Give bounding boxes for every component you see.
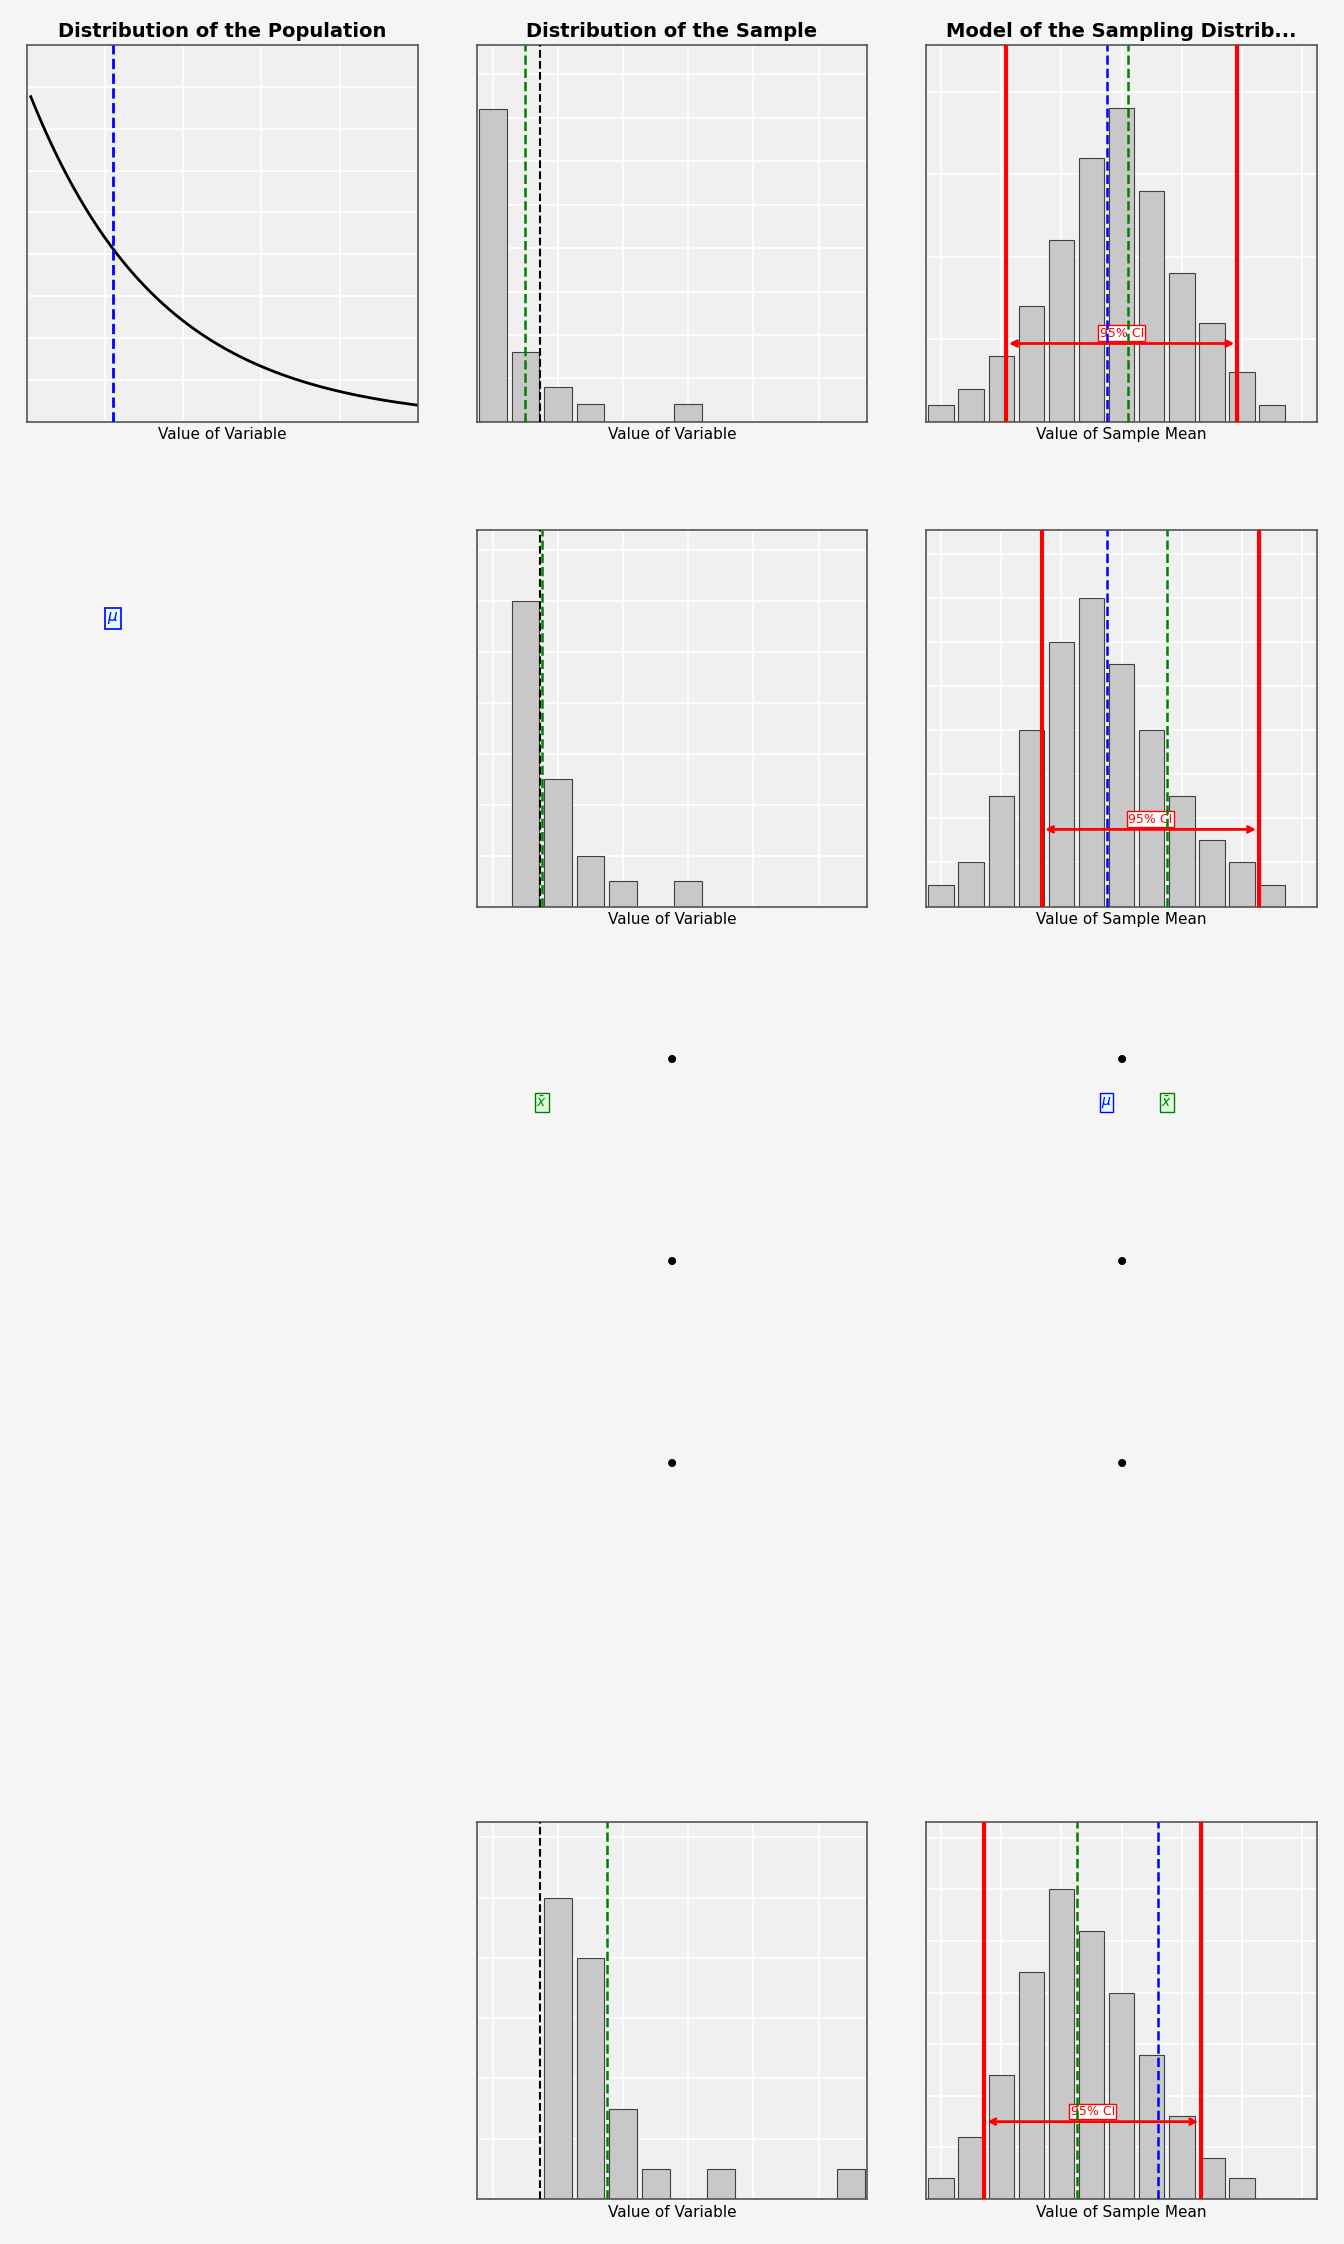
- Bar: [1109, 664, 1134, 907]
- Text: $\mu$: $\mu$: [1101, 610, 1111, 626]
- Bar: [1230, 2179, 1255, 2199]
- Bar: [642, 2170, 669, 2199]
- Bar: [1169, 274, 1195, 422]
- X-axis label: Value of Variable: Value of Variable: [607, 911, 737, 927]
- Bar: [577, 1957, 605, 2199]
- Bar: [478, 110, 507, 422]
- Bar: [1169, 797, 1195, 907]
- Text: 95% CI: 95% CI: [1129, 812, 1172, 826]
- Text: 95% CI: 95% CI: [1099, 328, 1144, 339]
- Bar: [707, 2170, 735, 2199]
- Bar: [1048, 240, 1074, 422]
- Bar: [1109, 108, 1134, 422]
- Bar: [929, 406, 954, 422]
- Bar: [1019, 729, 1044, 907]
- Bar: [1048, 1889, 1074, 2199]
- Bar: [1199, 323, 1224, 422]
- X-axis label: Value of Variable: Value of Variable: [607, 426, 737, 442]
- Bar: [989, 357, 1015, 422]
- Bar: [577, 404, 605, 422]
- Bar: [1138, 191, 1164, 422]
- Bar: [512, 352, 539, 422]
- Text: 95% CI: 95% CI: [1071, 2105, 1116, 2118]
- Bar: [989, 2076, 1015, 2199]
- Text: $\mu$: $\mu$: [108, 610, 118, 626]
- Bar: [1019, 307, 1044, 422]
- X-axis label: Value of Variable: Value of Variable: [159, 426, 286, 442]
- Text: $\bar{x}$: $\bar{x}$: [1122, 610, 1133, 626]
- X-axis label: Value of Sample Mean: Value of Sample Mean: [1036, 2204, 1207, 2219]
- Bar: [1109, 1993, 1134, 2199]
- Text: •: •: [1114, 1250, 1130, 1277]
- Bar: [1199, 842, 1224, 907]
- Bar: [675, 404, 702, 422]
- Bar: [1259, 884, 1285, 907]
- X-axis label: Value of Sample Mean: Value of Sample Mean: [1036, 911, 1207, 927]
- Title: Distribution of the Sample: Distribution of the Sample: [527, 22, 817, 40]
- Bar: [989, 797, 1015, 907]
- Text: $\bar{x}$: $\bar{x}$: [1161, 1095, 1172, 1111]
- Text: •: •: [664, 1048, 680, 1075]
- Title: Model of the Sampling Distrib...: Model of the Sampling Distrib...: [946, 22, 1297, 40]
- Text: $\bar{x}$: $\bar{x}$: [520, 610, 531, 626]
- X-axis label: Value of Variable: Value of Variable: [607, 2204, 737, 2219]
- Bar: [609, 2109, 637, 2199]
- Bar: [1230, 862, 1255, 907]
- Bar: [1138, 2056, 1164, 2199]
- Title: Distribution of the Population: Distribution of the Population: [58, 22, 387, 40]
- Bar: [1230, 373, 1255, 422]
- Bar: [1019, 1972, 1044, 2199]
- Text: •: •: [664, 1250, 680, 1277]
- Bar: [1169, 2116, 1195, 2199]
- Bar: [675, 882, 702, 907]
- Bar: [958, 862, 984, 907]
- Text: $\bar{x}$: $\bar{x}$: [536, 1095, 547, 1111]
- Bar: [544, 1898, 571, 2199]
- Bar: [1138, 729, 1164, 907]
- Bar: [1079, 157, 1105, 422]
- Bar: [929, 2179, 954, 2199]
- Bar: [512, 601, 539, 907]
- Text: •: •: [1114, 1452, 1130, 1479]
- Bar: [1079, 597, 1105, 907]
- Bar: [544, 779, 571, 907]
- Bar: [1048, 642, 1074, 907]
- Bar: [1199, 2159, 1224, 2199]
- Bar: [837, 2170, 866, 2199]
- Text: •: •: [1114, 1048, 1130, 1075]
- X-axis label: Value of Sample Mean: Value of Sample Mean: [1036, 426, 1207, 442]
- Text: •: •: [664, 1452, 680, 1479]
- Bar: [958, 2136, 984, 2199]
- Text: $\mu$: $\mu$: [1101, 1095, 1111, 1111]
- Bar: [1079, 1930, 1105, 2199]
- Bar: [577, 855, 605, 907]
- Bar: [929, 884, 954, 907]
- Bar: [958, 388, 984, 422]
- Bar: [544, 388, 571, 422]
- Bar: [609, 882, 637, 907]
- Bar: [1259, 406, 1285, 422]
